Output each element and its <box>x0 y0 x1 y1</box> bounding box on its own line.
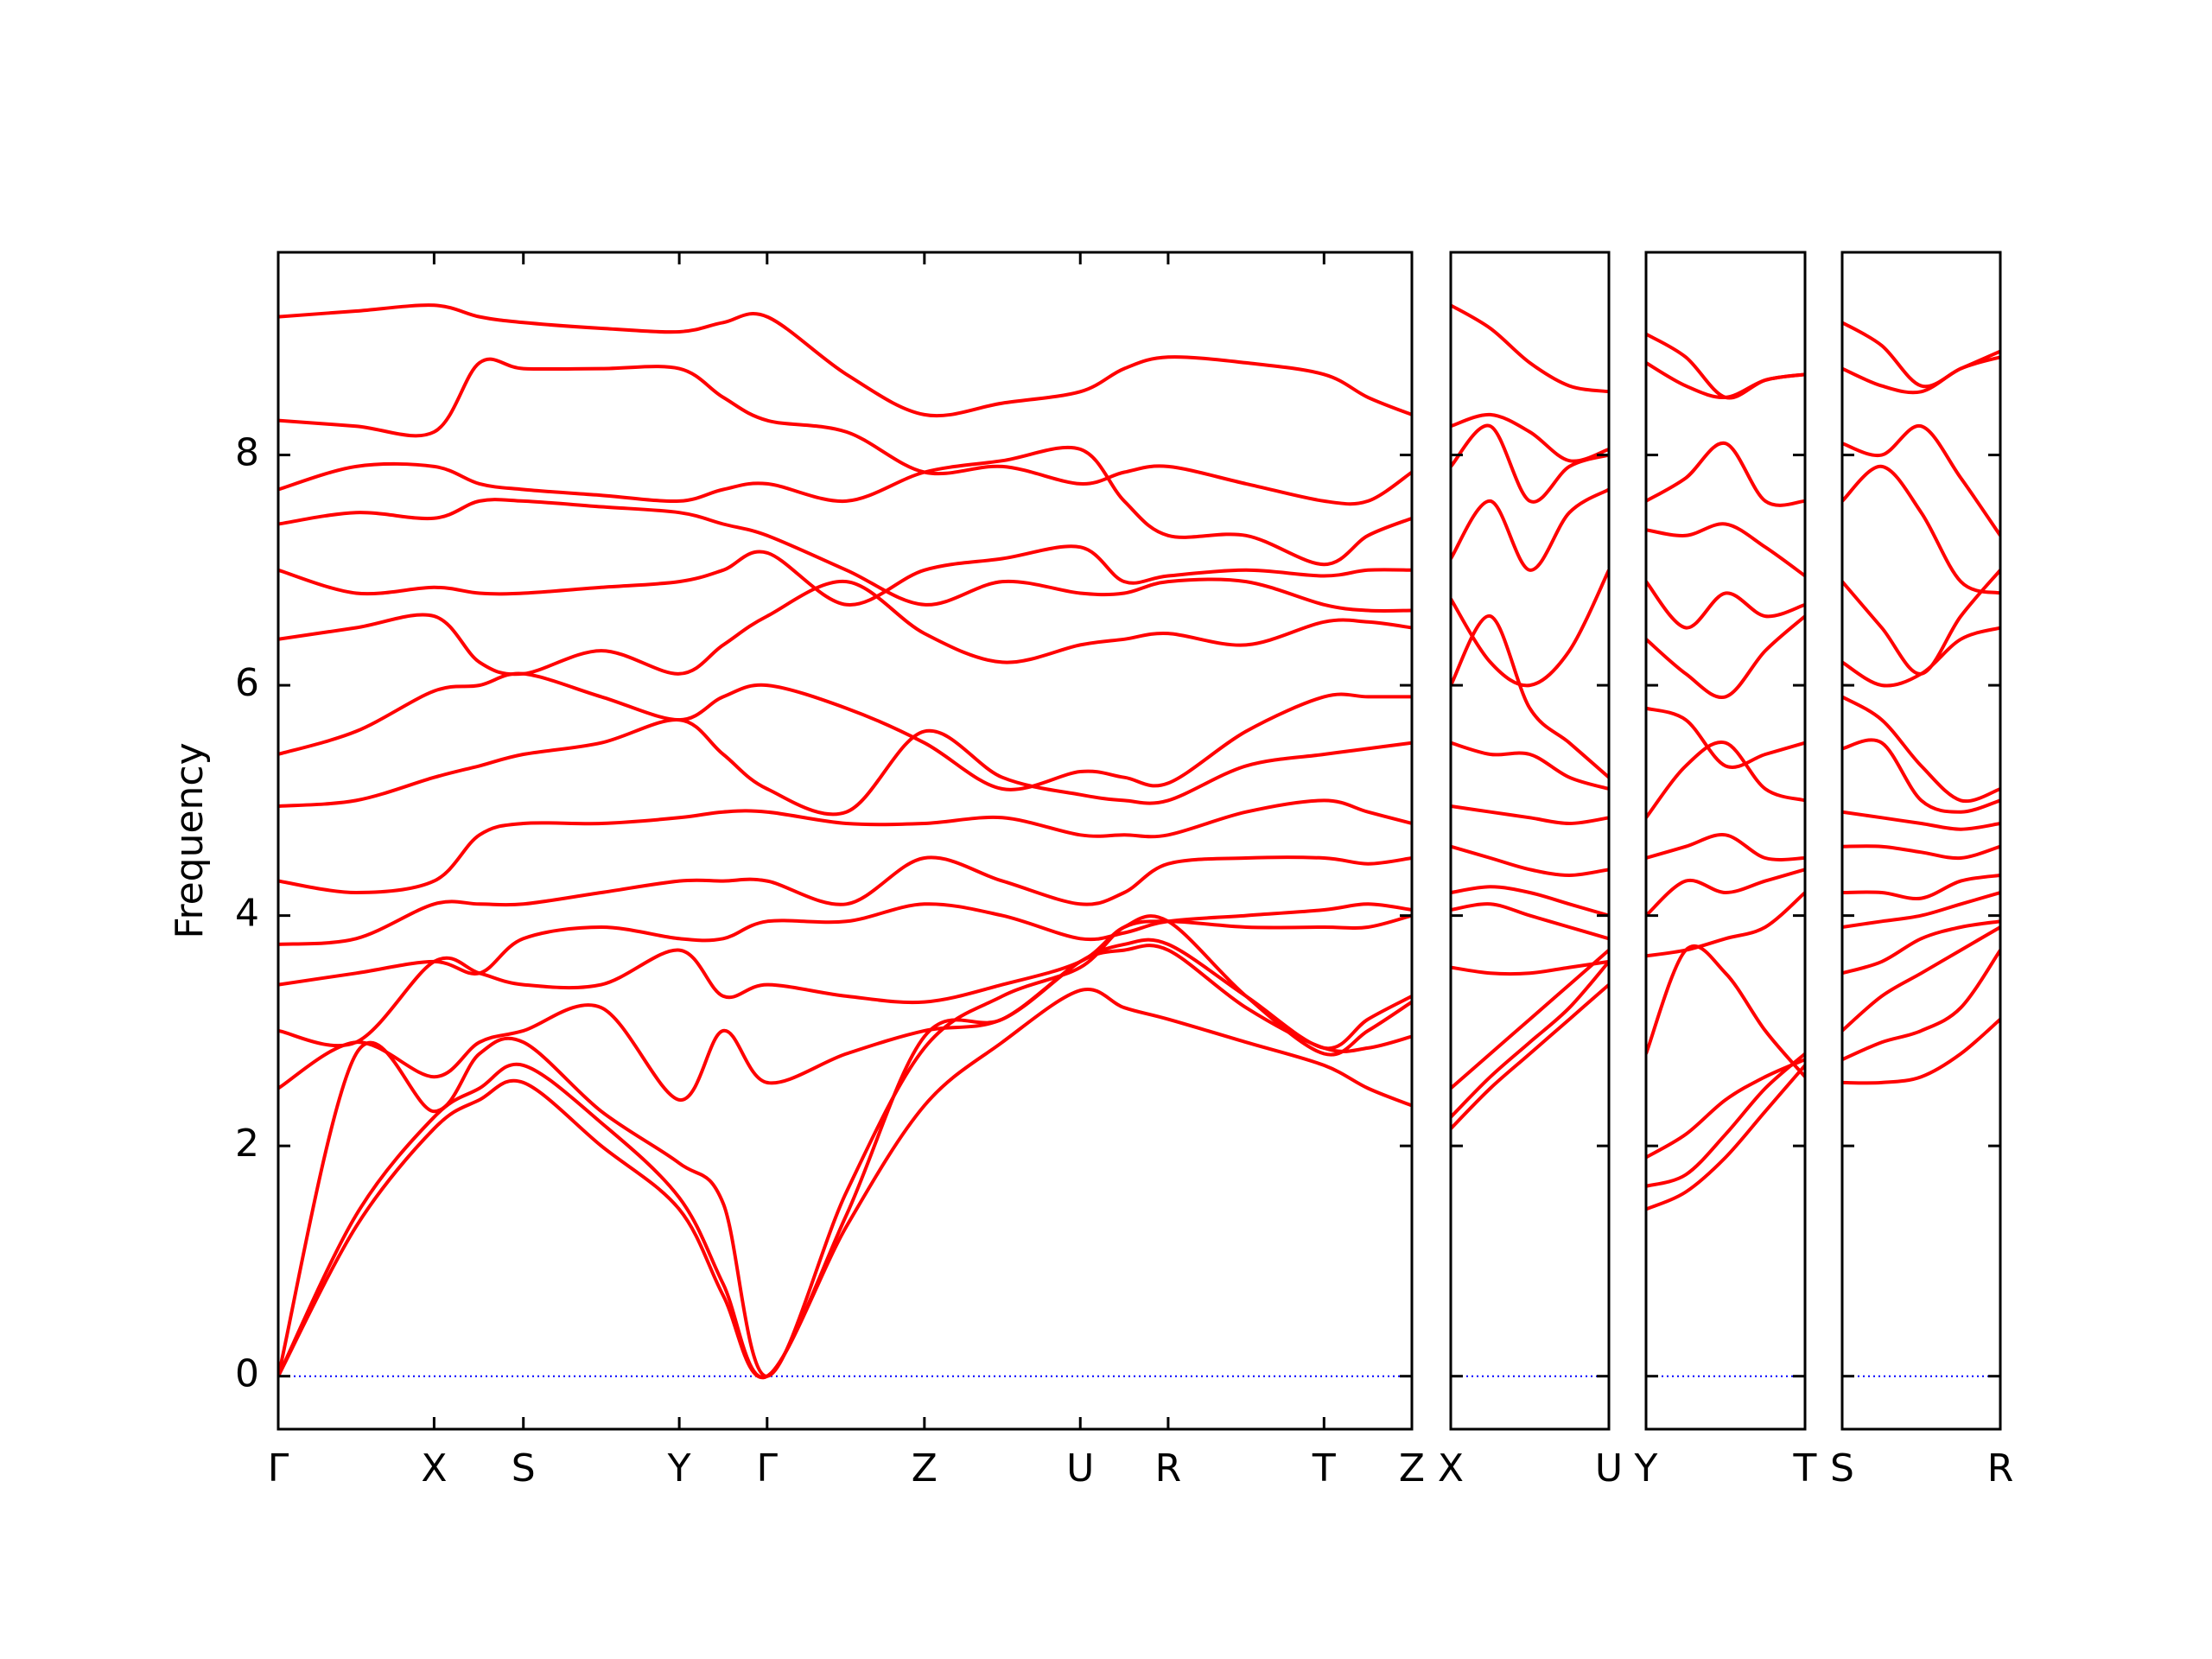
band-line <box>1646 614 1805 699</box>
x-tick-label: Γ <box>757 1446 779 1491</box>
axes-frame <box>1644 251 1807 1431</box>
x-tick-label: Y <box>1634 1446 1658 1491</box>
band-line <box>1646 580 1805 630</box>
band-line <box>278 855 1412 946</box>
band-line <box>1451 412 1609 463</box>
band-line <box>278 357 1412 506</box>
band-line <box>1451 487 1609 572</box>
band-line <box>278 718 1412 817</box>
band-line <box>278 987 1412 1380</box>
x-tick-label: Y <box>667 1446 691 1491</box>
y-tick-label: 0 <box>235 1352 259 1396</box>
axes-frame <box>1449 251 1611 1431</box>
band-line <box>278 913 1412 1048</box>
x-tick-label: S <box>1830 1446 1854 1491</box>
y-axis-label: Frequency <box>168 742 212 938</box>
x-tick-label: R <box>1155 1446 1182 1491</box>
band-line <box>1451 885 1609 918</box>
band-line <box>1842 695 2000 804</box>
y-tick-label: 2 <box>235 1122 259 1166</box>
band-line <box>1842 738 2000 814</box>
band-line <box>1842 891 2000 929</box>
y-tick-label: 4 <box>235 892 259 936</box>
band-line <box>278 498 1412 613</box>
band-line <box>1842 626 2000 688</box>
x-tick-label: U <box>1066 1446 1094 1491</box>
band-line <box>1842 424 2000 537</box>
band-line <box>1451 983 1609 1130</box>
band-line <box>1646 1058 1805 1160</box>
band-line <box>278 798 1412 894</box>
band-line <box>1646 833 1805 861</box>
axes-frame <box>1840 251 2002 1431</box>
band-line <box>278 671 1412 791</box>
x-tick-label: Z <box>1399 1446 1425 1491</box>
band-line <box>1646 706 1805 769</box>
band-line <box>1451 741 1609 791</box>
x-tick-label: Z <box>912 1446 938 1491</box>
band-line <box>1842 321 2000 389</box>
band-line <box>1646 361 1805 399</box>
x-tick-label: X <box>421 1446 447 1491</box>
x-tick-label: U <box>1595 1446 1623 1491</box>
band-line <box>1842 949 2000 1062</box>
band-line <box>1451 423 1609 504</box>
y-tick-label: 6 <box>235 661 259 705</box>
x-tick-label: R <box>1987 1446 2014 1491</box>
band-line <box>1451 614 1609 779</box>
band-line <box>1842 464 2000 595</box>
band-line <box>1646 1052 1805 1188</box>
band-line <box>1646 522 1805 578</box>
band-line <box>1646 741 1805 819</box>
band-line <box>1842 919 2000 976</box>
band-line <box>1842 925 2000 1033</box>
x-tick-label: T <box>1793 1446 1817 1491</box>
band-line <box>1842 810 2000 831</box>
band-line <box>1646 944 1805 1078</box>
x-tick-label: X <box>1438 1446 1464 1491</box>
x-tick-label: Γ <box>268 1446 289 1491</box>
band-line <box>278 544 1412 607</box>
band-line <box>1451 844 1609 877</box>
band-line <box>1451 303 1609 394</box>
x-tick-label: T <box>1312 1446 1336 1491</box>
band-line <box>1646 332 1805 400</box>
axes-frame <box>276 251 1414 1431</box>
band-line <box>1842 569 2000 676</box>
band-line <box>1842 1018 2000 1085</box>
band-line <box>278 445 1412 567</box>
band-line <box>278 914 1412 1378</box>
band-line <box>278 902 1412 987</box>
band-line <box>278 303 1412 418</box>
band-line <box>1842 874 2000 901</box>
band-line <box>1646 891 1805 958</box>
x-tick-label: S <box>512 1446 536 1491</box>
band-line <box>1842 844 2000 861</box>
band-line <box>1451 569 1609 688</box>
band-line <box>1451 804 1609 825</box>
band-line <box>278 580 1412 677</box>
band-line <box>1451 960 1609 1119</box>
band-line <box>1646 442 1805 507</box>
band-line <box>278 938 1412 1102</box>
band-line <box>1451 959 1609 976</box>
band-line <box>1451 949 1609 1090</box>
band-line <box>1646 868 1805 918</box>
band-line <box>1451 902 1609 941</box>
band-line <box>1646 1064 1805 1211</box>
y-tick-label: 8 <box>235 431 259 475</box>
band-line <box>278 944 1412 1380</box>
